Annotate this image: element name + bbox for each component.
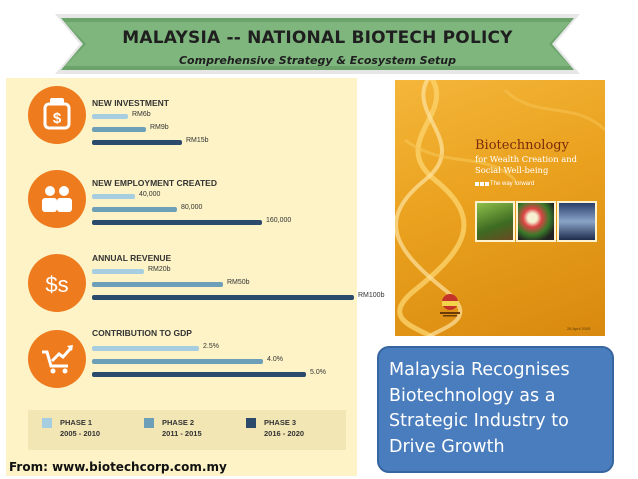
page-subtitle: Comprehensive Strategy & Ecosystem Setup: [178, 54, 456, 67]
section-title-investment: NEW INVESTMENT: [92, 98, 169, 108]
book-subtitle: for Wealth Creation and Social Well-bein…: [475, 154, 578, 175]
bar-section2-phase2: [92, 207, 177, 212]
svg-text:$s: $s: [45, 272, 68, 297]
bar-label-section2-phase2: 80,000: [181, 204, 203, 211]
people-icon: [28, 170, 86, 228]
legend-phase2-years: 2011 - 2015: [162, 429, 202, 438]
government-crest-icon: [440, 294, 460, 317]
money-bag-icon: $: [28, 86, 86, 144]
book-date: 28 April 2005: [567, 326, 591, 331]
book-tagline: The way forward: [490, 181, 535, 187]
bar-section2-phase1: [92, 194, 135, 199]
bar-label-section3-phase2: RM50b: [227, 279, 250, 286]
page-title: MALAYSIA -- NATIONAL BIOTECH POLICY: [122, 28, 513, 48]
cart-growth-icon: [28, 330, 86, 388]
bar-section4-phase1: [92, 346, 199, 351]
bullet-squares-icon: [475, 182, 489, 186]
capsules-photo: [516, 201, 556, 242]
bar-label-section4-phase1: 2.5%: [203, 343, 219, 350]
section-title-employment: NEW EMPLOYMENT CREATED: [92, 178, 217, 188]
currency-icon: $s: [28, 254, 86, 312]
plant-photo: [475, 201, 515, 242]
legend-phase1-years: 2005 - 2010: [60, 429, 101, 438]
bar-section3-phase1: [92, 269, 144, 274]
banner-ribbon: [55, 14, 580, 74]
bar-label-section1-phase1: RM6b: [132, 111, 151, 118]
dna-helix-graphic: [395, 80, 605, 336]
legend-swatch-phase3: [246, 418, 256, 428]
svg-text:$: $: [53, 110, 62, 127]
policy-book-cover: Biotechnology for Wealth Creation and So…: [395, 80, 605, 336]
bar-label-section1-phase2: RM9b: [150, 124, 169, 131]
bar-label-section1-phase3: RM15b: [186, 137, 209, 144]
section-title-revenue: ANNUAL REVENUE: [92, 253, 172, 263]
key-message-callout: Malaysia Recognises Biotechnology as a S…: [377, 346, 614, 473]
source-credit: From: www.biotechcorp.com.my: [9, 460, 227, 474]
bar-label-section3-phase3: RM100b: [358, 292, 385, 299]
bar-section4-phase3: [92, 372, 306, 377]
legend-phase3-years: 2016 - 2020: [264, 429, 305, 438]
title-banner: MALAYSIA -- NATIONAL BIOTECH POLICY Comp…: [55, 14, 580, 74]
bar-section1-phase1: [92, 114, 128, 119]
bar-section3-phase3: [92, 295, 354, 300]
bar-section2-phase3: [92, 220, 262, 225]
bar-label-section2-phase3: 160,000: [266, 217, 292, 224]
bar-section4-phase2: [92, 359, 263, 364]
bar-section3-phase2: [92, 282, 223, 287]
callout-text: Malaysia Recognises Biotechnology as a S…: [389, 360, 570, 457]
legend-swatch-phase1: [42, 418, 52, 428]
section-title-gdp: CONTRIBUTION TO GDP: [92, 328, 192, 338]
legend-phase2-name: PHASE 2: [162, 418, 195, 427]
bar-label-section4-phase3: 5.0%: [310, 369, 326, 376]
lab-photo: [557, 201, 597, 242]
bar-label-section4-phase2: 4.0%: [267, 356, 283, 363]
bar-label-section3-phase1: RM20b: [148, 266, 171, 273]
legend-swatch-phase2: [144, 418, 154, 428]
bar-label-section2-phase1: 40,000: [139, 191, 161, 198]
legend-phase1-name: PHASE 1: [60, 418, 93, 427]
legend-phase3-name: PHASE 3: [264, 418, 297, 427]
biotech-infographic: $ NEW INVESTMENT NEW EMPLOYMENT CREATED …: [6, 78, 384, 476]
bar-section1-phase3: [92, 140, 182, 145]
bar-section1-phase2: [92, 127, 146, 132]
book-title: Biotechnology: [475, 138, 569, 153]
phase-legend: PHASE 1 2005 - 2010 PHASE 2 2011 - 2015 …: [28, 410, 346, 450]
